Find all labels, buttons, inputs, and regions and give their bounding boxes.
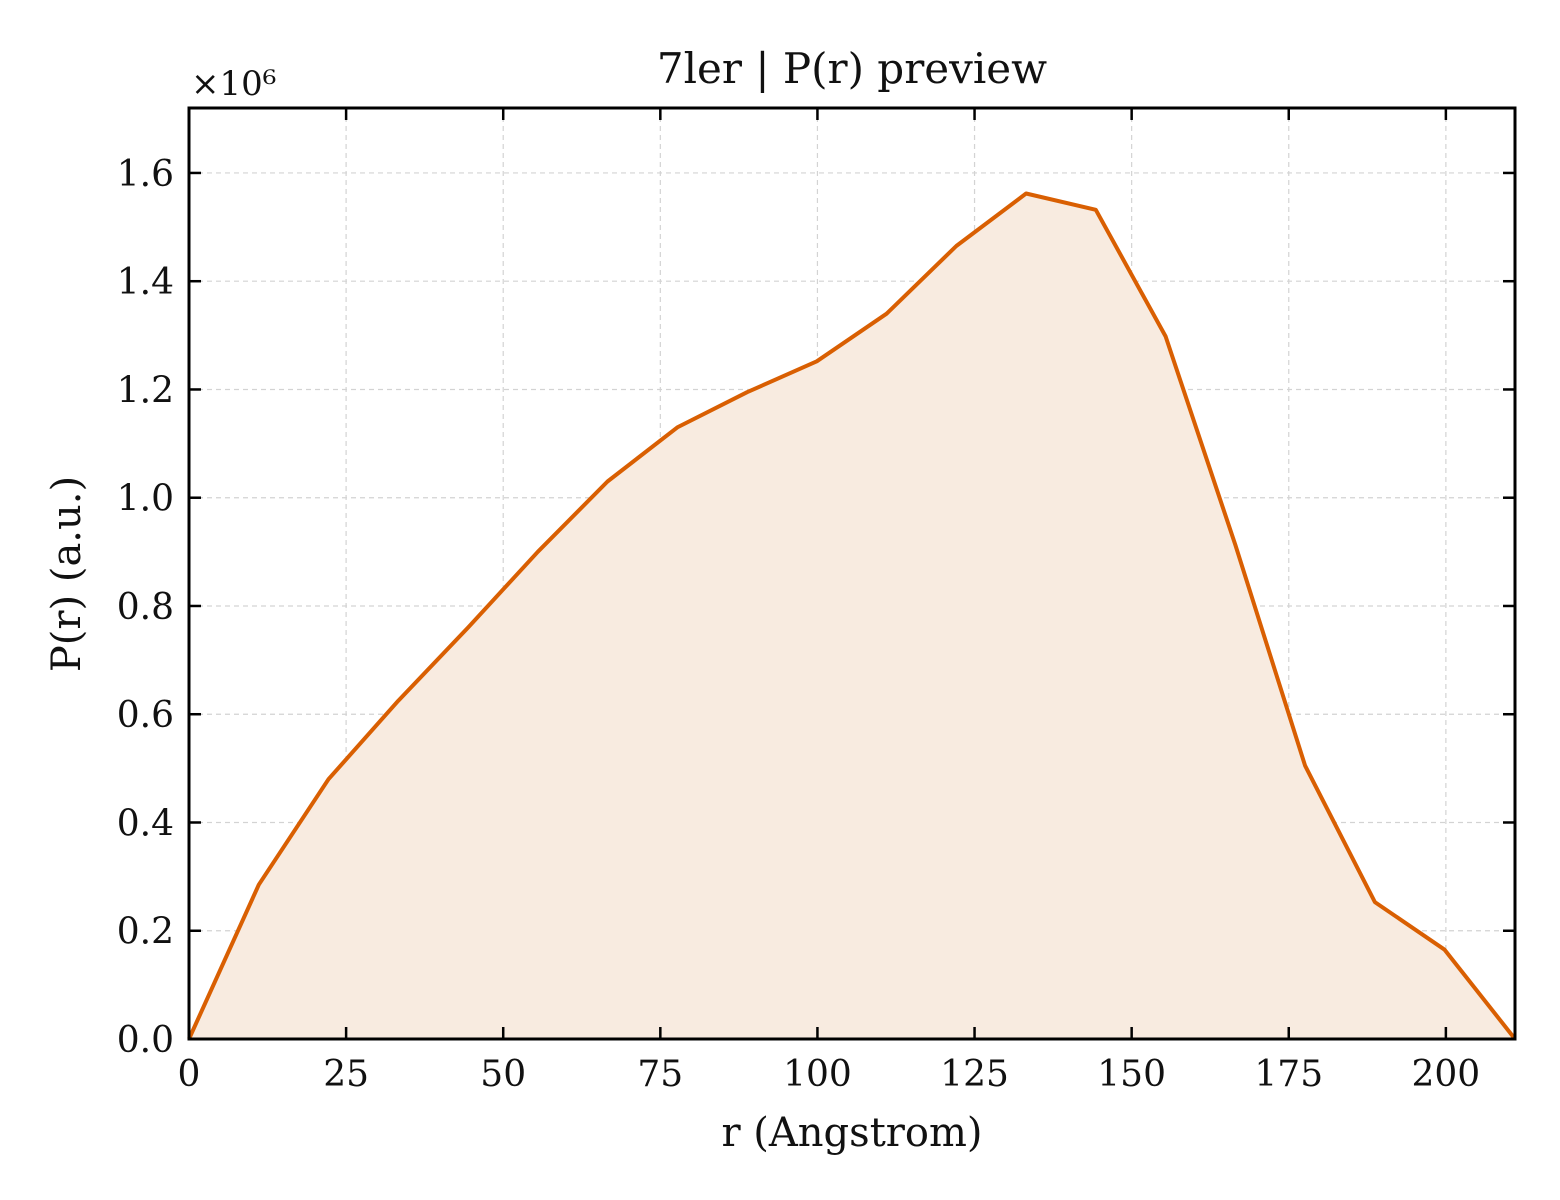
y-tick-label: 0.6 bbox=[117, 695, 174, 736]
x-tick-label: 25 bbox=[323, 1054, 369, 1095]
x-tick-label: 100 bbox=[783, 1054, 852, 1095]
y-multiplier: ×10⁶ bbox=[191, 64, 276, 104]
y-tick-label: 0.0 bbox=[117, 1020, 174, 1061]
y-tick-label: 0.8 bbox=[117, 587, 174, 628]
y-tick-labels: 0.0 0.2 0.4 0.6 0.8 1.0 1.2 1.4 1.6 bbox=[117, 154, 174, 1061]
x-tick-labels: 0 25 50 75 100 125 150 175 200 bbox=[178, 1054, 1481, 1095]
y-tick-label: 1.2 bbox=[117, 370, 174, 411]
axis-ticks bbox=[187, 108, 1515, 1041]
plot-frame bbox=[187, 106, 1517, 1041]
pr-series-line bbox=[187, 191, 1517, 1041]
y-axis-label: P(r) (a.u.) bbox=[44, 476, 90, 672]
y-tick-label: 1.0 bbox=[117, 479, 174, 520]
x-tick-label: 125 bbox=[940, 1054, 1009, 1095]
chart-title: 7ler | P(r) preview bbox=[657, 44, 1047, 93]
x-tick-label: 50 bbox=[480, 1054, 526, 1095]
pr-area-fill bbox=[189, 193, 1515, 1039]
y-tick-label: 0.2 bbox=[117, 912, 174, 953]
x-tick-label: 0 bbox=[178, 1054, 201, 1095]
x-tick-label: 175 bbox=[1254, 1054, 1323, 1095]
x-tick-label: 150 bbox=[1097, 1054, 1166, 1095]
y-tick-label: 1.4 bbox=[117, 262, 174, 303]
x-axis-label: r (Angstrom) bbox=[721, 1110, 982, 1156]
y-tick-label: 1.6 bbox=[117, 154, 174, 195]
x-tick-label: 75 bbox=[637, 1054, 683, 1095]
x-tick-label: 200 bbox=[1412, 1054, 1481, 1095]
y-tick-label: 0.4 bbox=[117, 803, 174, 844]
